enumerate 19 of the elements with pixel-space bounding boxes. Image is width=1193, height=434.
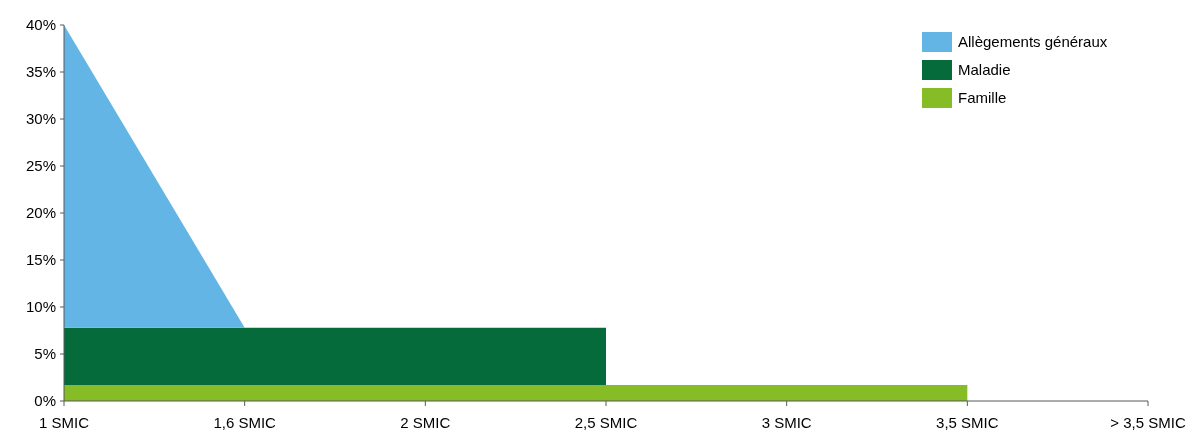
- x-tick-label: 2 SMIC: [400, 414, 451, 431]
- x-tick-label: 3,5 SMIC: [936, 414, 999, 431]
- legend-label: Maladie: [958, 61, 1011, 78]
- y-tick-label: 20%: [25, 204, 56, 222]
- x-tick-label: > 3,5 SMIC: [1110, 414, 1186, 431]
- y-tick-label: 25%: [25, 157, 56, 175]
- y-tick-label: 30%: [25, 110, 56, 128]
- x-tick-label: 1,6 SMIC: [213, 414, 277, 431]
- legend-label: Famille: [958, 89, 1007, 106]
- y-tick-label: 10%: [25, 298, 56, 316]
- legend-label: Allègements généraux: [958, 33, 1108, 50]
- y-tick-label: 35%: [25, 63, 56, 81]
- y-tick-label: 15%: [25, 251, 56, 269]
- y-tick-label: 40%: [25, 16, 56, 34]
- y-tick-label: 0%: [34, 392, 56, 410]
- x-tick-label: 2,5 SMIC: [574, 414, 638, 431]
- y-tick-label: 5%: [34, 345, 56, 363]
- x-tick-label: 3 SMIC: [761, 414, 812, 431]
- x-tick-label: 1 SMIC: [38, 414, 90, 431]
